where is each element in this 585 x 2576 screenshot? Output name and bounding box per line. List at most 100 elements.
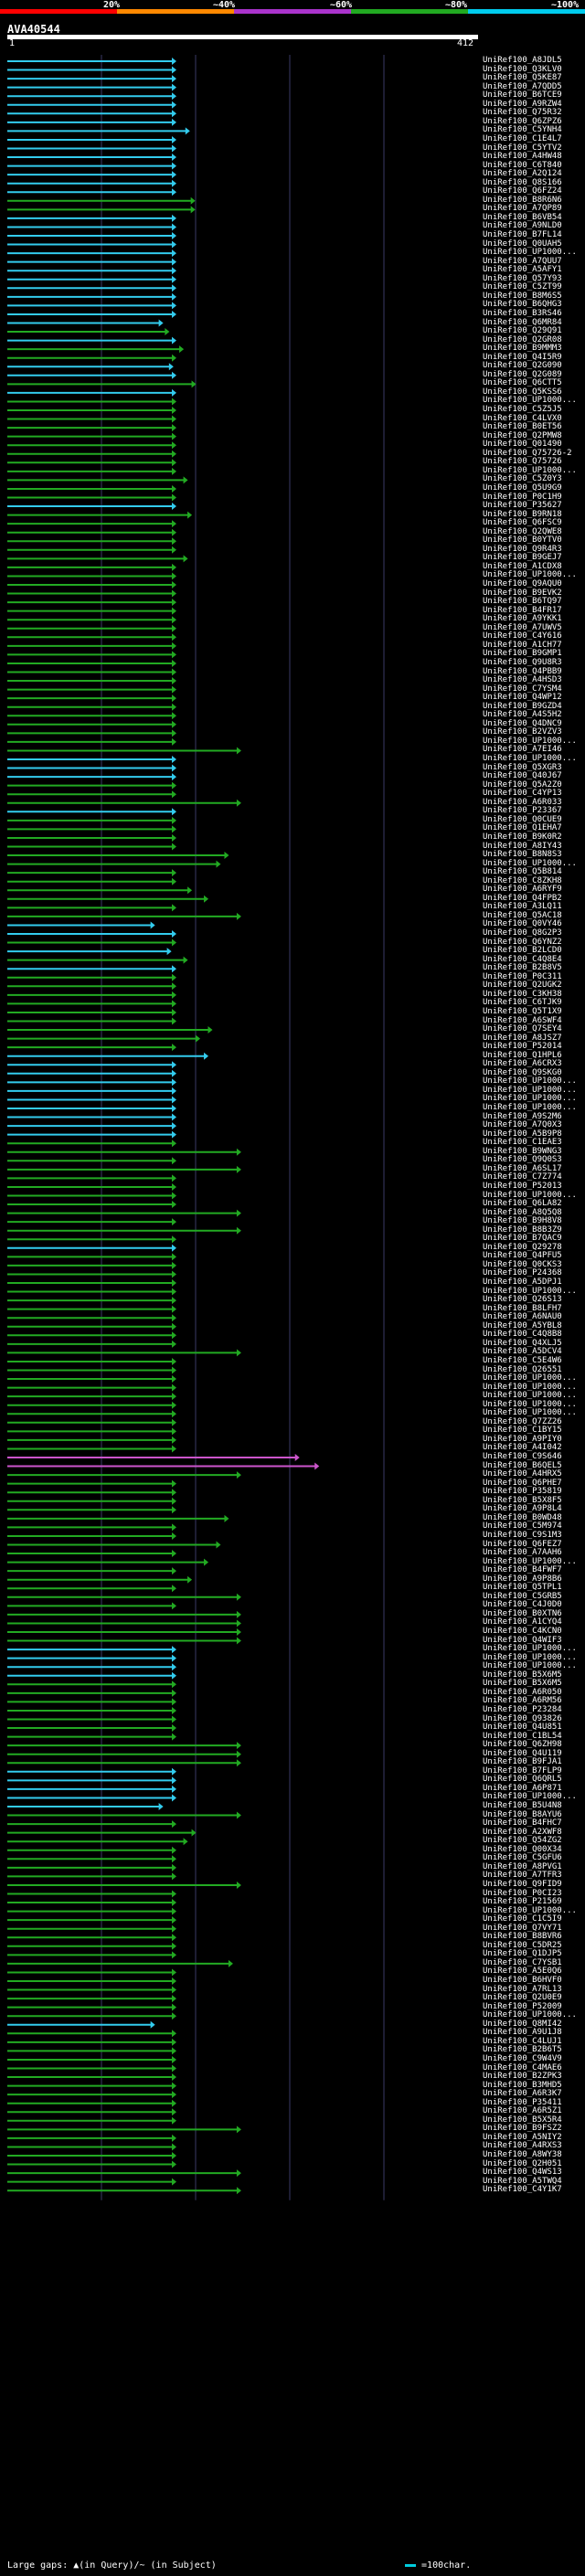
hit-label[interactable]: UniRef100_B7FL14 [483, 230, 562, 239]
hit-label[interactable]: UniRef100_A4HW48 [483, 152, 562, 162]
hit-label[interactable]: UniRef100_A8JDL5 [483, 56, 562, 65]
hit-label[interactable]: UniRef100_A1CYQ4 [483, 1617, 562, 1627]
hit-label[interactable]: UniRef100_Q8MI42 [483, 2019, 562, 2029]
hit-label[interactable]: UniRef100_C5Z5J5 [483, 405, 562, 414]
hit-label[interactable]: UniRef100_P24368 [483, 1268, 562, 1278]
hit-label[interactable]: UniRef100_A5NIY2 [483, 2132, 562, 2142]
hit-label[interactable]: UniRef100_B2VZV3 [483, 727, 562, 737]
hit-label[interactable]: UniRef100_Q4WIF3 [483, 1635, 562, 1645]
hit-label[interactable]: UniRef100_B9WNG3 [483, 1146, 562, 1156]
hit-label[interactable]: UniRef100_Q2G089 [483, 369, 562, 379]
hit-label[interactable]: UniRef100_Q5A2Z0 [483, 779, 562, 790]
hit-label[interactable]: UniRef100_UP1000... [483, 754, 577, 763]
hit-label[interactable]: UniRef100_Q9FID9 [483, 1879, 562, 1889]
hit-label[interactable]: UniRef100_Q5T1X9 [483, 1006, 562, 1016]
hit-label[interactable]: UniRef100_Q4U119 [483, 1748, 562, 1758]
hit-label[interactable]: UniRef100_B2LCD0 [483, 946, 562, 956]
hit-label[interactable]: UniRef100_UP1000... [483, 1399, 577, 1409]
hit-label[interactable]: UniRef100_Q6ZH98 [483, 1740, 562, 1750]
hit-label[interactable]: UniRef100_Q5KSS6 [483, 387, 562, 397]
hit-label[interactable]: UniRef100_B4FR17 [483, 605, 562, 615]
hit-label[interactable]: UniRef100_Q6YNZ2 [483, 937, 562, 947]
hit-label[interactable]: UniRef100_B3MHD5 [483, 2080, 562, 2090]
hit-label[interactable]: UniRef100_A6RM56 [483, 1696, 562, 1706]
hit-label[interactable]: UniRef100_Q0CUE9 [483, 814, 562, 824]
hit-label[interactable]: UniRef100_P52014 [483, 1042, 562, 1052]
hit-label[interactable]: UniRef100_UP1000... [483, 1644, 577, 1654]
hit-label[interactable]: UniRef100_B2B8V5 [483, 963, 562, 973]
hit-label[interactable]: UniRef100_B0ET56 [483, 422, 562, 432]
hit-label[interactable]: UniRef100_B0XTN6 [483, 1608, 562, 1618]
hit-label[interactable]: UniRef100_A3LQ11 [483, 902, 562, 912]
hit-label[interactable]: UniRef100_A5TWQ4 [483, 2176, 562, 2186]
hit-label[interactable]: UniRef100_C7Z774 [483, 1172, 562, 1182]
hit-label[interactable]: UniRef100_P52009 [483, 2001, 562, 2011]
hit-label[interactable]: UniRef100_Q2PMW8 [483, 430, 562, 440]
hit-label[interactable]: UniRef100_A6SL17 [483, 1163, 562, 1173]
hit-label[interactable]: UniRef100_C4LUJ1 [483, 2036, 562, 2046]
hit-label[interactable]: UniRef100_C4KCN0 [483, 1627, 562, 1636]
hit-label[interactable]: UniRef100_Q40J67 [483, 771, 562, 781]
hit-label[interactable]: UniRef100_UP1000... [483, 1408, 577, 1418]
hit-label[interactable]: UniRef100_Q6FZ24 [483, 186, 562, 196]
hit-label[interactable]: UniRef100_C4LVX0 [483, 413, 562, 423]
hit-label[interactable]: UniRef100_A6P871 [483, 1783, 562, 1793]
hit-label[interactable]: UniRef100_Q6MR84 [483, 317, 562, 327]
hit-label[interactable]: UniRef100_Q4PBB9 [483, 666, 562, 676]
hit-label[interactable]: UniRef100_B2ZPK3 [483, 2072, 562, 2082]
hit-label[interactable]: UniRef100_A4I042 [483, 1443, 562, 1453]
hit-label[interactable]: UniRef100_B9FJA1 [483, 1757, 562, 1767]
hit-label[interactable]: UniRef100_Q9AQU0 [483, 579, 562, 588]
hit-label[interactable]: UniRef100_Q1HPL6 [483, 1050, 562, 1060]
hit-label[interactable]: UniRef100_Q7ZZ26 [483, 1416, 562, 1426]
hit-label[interactable]: UniRef100_Q93826 [483, 1713, 562, 1723]
hit-label[interactable]: UniRef100_P35627 [483, 501, 562, 511]
hit-label[interactable]: UniRef100_UP1000... [483, 1373, 577, 1383]
hit-label[interactable]: UniRef100_A6R3K7 [483, 2089, 562, 2099]
hit-label[interactable]: UniRef100_B8R6N6 [483, 195, 562, 205]
hit-label[interactable]: UniRef100_Q00X34 [483, 1844, 562, 1854]
hit-label[interactable]: UniRef100_C4MAE6 [483, 2062, 562, 2072]
hit-label[interactable]: UniRef100_A7Q0X3 [483, 1120, 562, 1130]
hit-label[interactable]: UniRef100_Q6PHE7 [483, 1478, 562, 1488]
hit-label[interactable]: UniRef100_Q29278 [483, 1242, 562, 1252]
hit-label[interactable]: UniRef100_B8AYU6 [483, 1809, 562, 1819]
hit-label[interactable]: UniRef100_Q6FEZ7 [483, 1539, 562, 1549]
hit-label[interactable]: UniRef100_UP1000... [483, 1085, 577, 1095]
hit-label[interactable]: UniRef100_Q5XGR3 [483, 762, 562, 772]
hit-label[interactable]: UniRef100_Q6ZPZ6 [483, 116, 562, 126]
hit-label[interactable]: UniRef100_A9RZW4 [483, 99, 562, 109]
hit-label[interactable]: UniRef100_C4YP13 [483, 789, 562, 799]
hit-label[interactable]: UniRef100_A6R5Z1 [483, 2106, 562, 2116]
hit-label[interactable]: UniRef100_UP1000... [483, 1076, 577, 1087]
hit-label[interactable]: UniRef100_B6QHG3 [483, 300, 562, 310]
hit-label[interactable]: UniRef100_B5X5R4 [483, 2115, 562, 2125]
hit-label[interactable]: UniRef100_C6T840 [483, 160, 562, 170]
hit-label[interactable]: UniRef100_C5ZT99 [483, 282, 562, 292]
hit-label[interactable]: UniRef100_Q01490 [483, 440, 562, 450]
hit-label[interactable]: UniRef100_C5Z0Y3 [483, 474, 562, 484]
hit-label[interactable]: UniRef100_A9P8B6 [483, 1574, 562, 1584]
hit-label[interactable]: UniRef100_Q5TPL1 [483, 1583, 562, 1593]
hit-label[interactable]: UniRef100_A8IY43 [483, 841, 562, 851]
hit-label[interactable]: UniRef100_A6CRX3 [483, 1059, 562, 1069]
hit-label[interactable]: UniRef100_B8B3Z9 [483, 1224, 562, 1235]
hit-label[interactable]: UniRef100_Q9U8R3 [483, 657, 562, 667]
hit-label[interactable]: UniRef100_A4RXS3 [483, 2141, 562, 2151]
hit-label[interactable]: UniRef100_C7YSM4 [483, 684, 562, 694]
hit-label[interactable]: UniRef100_Q9Q0S3 [483, 1155, 562, 1165]
hit-label[interactable]: UniRef100_A6SWF4 [483, 1015, 562, 1025]
hit-label[interactable]: UniRef100_B8N8S3 [483, 850, 562, 860]
hit-label[interactable]: UniRef100_A2XWF8 [483, 1827, 562, 1837]
hit-label[interactable]: UniRef100_A2Q124 [483, 169, 562, 179]
hit-label[interactable]: UniRef100_Q2QWE8 [483, 526, 562, 536]
hit-label[interactable]: UniRef100_A9P8L4 [483, 1504, 562, 1514]
hit-label[interactable]: UniRef100_Q4I5R9 [483, 352, 562, 362]
hit-label[interactable]: UniRef100_B6QEL5 [483, 1460, 562, 1470]
hit-label[interactable]: UniRef100_Q7VY71 [483, 1923, 562, 1933]
hit-label[interactable]: UniRef100_Q5B814 [483, 867, 562, 877]
hit-label[interactable]: UniRef100_C4Q8E4 [483, 954, 562, 964]
hit-label[interactable]: UniRef100_C5M974 [483, 1521, 562, 1532]
hit-label[interactable]: UniRef100_Q0UAH5 [483, 239, 562, 249]
hit-label[interactable]: UniRef100_B6TQ97 [483, 597, 562, 607]
